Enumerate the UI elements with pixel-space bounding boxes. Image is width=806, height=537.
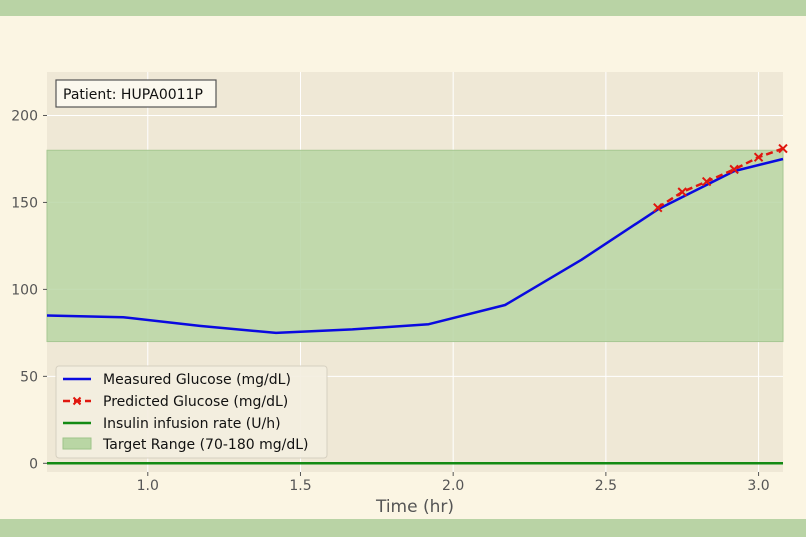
- patient-annotation-text: Patient: HUPA0011P: [63, 87, 203, 103]
- bottom-band: [0, 519, 806, 537]
- legend-measured-label: Measured Glucose (mg/dL): [103, 372, 291, 388]
- patient-annotation: Patient: HUPA0011P: [55, 79, 217, 108]
- predicted-point-0: [653, 202, 663, 213]
- predicted-point-4: [753, 152, 764, 162]
- legend-target-swatch: [62, 437, 92, 450]
- y-tick-label-0: 0: [29, 456, 38, 472]
- legend: Measured Glucose (mg/dL) Predicted Gluco…: [55, 365, 328, 459]
- y-tick-label-3: 150: [11, 195, 38, 211]
- predicted-point-2: [701, 176, 712, 187]
- x-tick-label-3: 2.5: [595, 478, 617, 494]
- legend-target-label: Target Range (70-180 mg/dL): [102, 437, 308, 453]
- x-axis-label: Time (hr): [375, 497, 454, 517]
- predicted-point-3: [729, 164, 739, 175]
- top-band: [0, 0, 806, 16]
- y-tick-label-1: 50: [20, 369, 38, 385]
- y-tick-label-2: 100: [11, 282, 38, 298]
- legend-box: [55, 365, 328, 459]
- target-range-band: [46, 149, 784, 343]
- y-axis: 0 50 100 150 200: [11, 108, 47, 472]
- x-tick-label-2: 2.0: [442, 478, 464, 494]
- predicted-glucose-line: [657, 147, 784, 209]
- x-axis: 1.0 1.5 2.0 2.5 3.0: [137, 472, 770, 494]
- legend-predicted-marker: [72, 396, 82, 406]
- measured-glucose-line: [46, 157, 784, 335]
- patient-annotation-box: [55, 79, 217, 108]
- predicted-point-5: [778, 143, 788, 154]
- x-tick-label-1: 1.5: [289, 478, 311, 494]
- legend-insulin-label: Insulin infusion rate (U/h): [103, 416, 281, 432]
- legend-predicted-label: Predicted Glucose (mg/dL): [103, 394, 288, 410]
- series-layer: [46, 143, 788, 465]
- y-tick-label-4: 200: [11, 108, 38, 124]
- x-tick-label-0: 1.0: [137, 478, 159, 494]
- x-tick-label-4: 3.0: [747, 478, 769, 494]
- predicted-point-1: [677, 187, 687, 197]
